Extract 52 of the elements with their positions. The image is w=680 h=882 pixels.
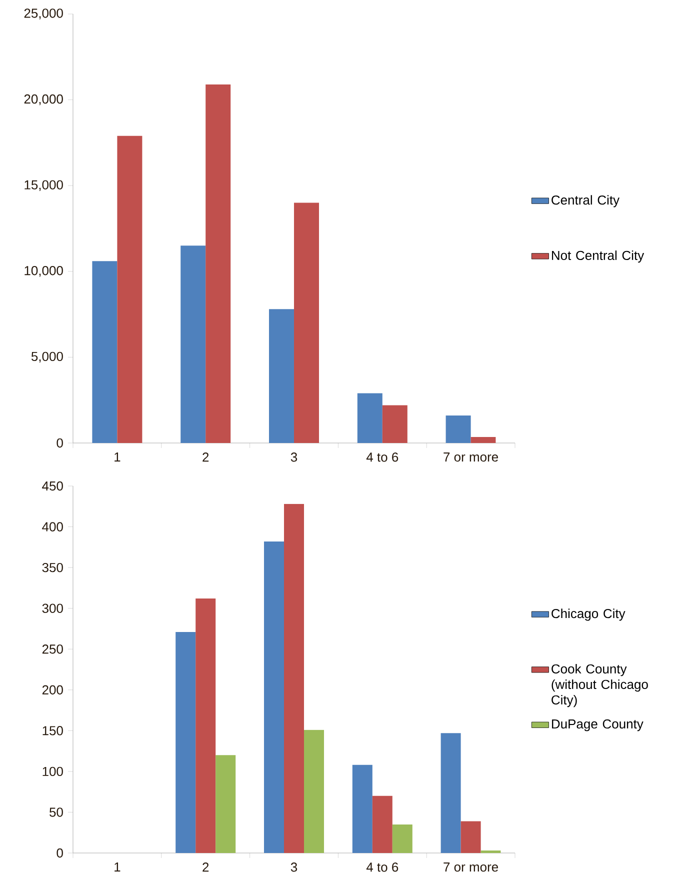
x-tick-label: 2	[202, 862, 209, 872]
bar	[284, 504, 304, 853]
bar	[117, 136, 142, 443]
x-tick-label: 7 or more	[444, 862, 498, 872]
bar	[352, 764, 372, 853]
bar	[268, 309, 294, 443]
y-tick-label: 10,000	[24, 266, 63, 277]
legend-label: Not Central City	[552, 250, 644, 263]
x-tick-label: 3	[290, 862, 298, 872]
y-tick-label: 150	[42, 726, 63, 736]
bar	[294, 202, 319, 443]
bar	[304, 730, 324, 853]
legend-label: Central City	[552, 195, 620, 208]
y-tick-label: 300	[42, 604, 63, 613]
y-tick-label: 100	[42, 766, 63, 776]
bar	[446, 416, 471, 443]
x-tick-label: 1	[114, 862, 120, 872]
bar	[196, 598, 216, 853]
bar	[440, 733, 461, 853]
bar	[470, 436, 496, 443]
y-tick-label: 25,000	[24, 8, 63, 20]
x-tick-label: 7 or more	[444, 452, 498, 462]
y-tick-label: 0	[56, 438, 63, 448]
x-tick-label: 4 to 6	[366, 452, 398, 462]
bar	[180, 246, 206, 443]
bar	[92, 261, 118, 443]
y-tick-label: 400	[42, 522, 63, 532]
legend-label: DuPage County	[552, 719, 644, 732]
y-tick-label: 0	[56, 848, 63, 858]
y-tick-label: 250	[42, 644, 63, 654]
x-tick-label: 4 to 6	[366, 862, 398, 872]
bar	[460, 821, 481, 853]
legend-label: Cook County (without Chicago City)	[552, 664, 648, 708]
x-tick-label: 2	[202, 452, 209, 462]
bar	[216, 755, 236, 853]
x-tick-label: 3	[290, 452, 298, 462]
bar	[206, 84, 231, 443]
bar	[392, 824, 412, 853]
legend-label: Chicago City	[552, 608, 626, 621]
x-tick-label: 1	[114, 452, 120, 462]
bar	[357, 393, 382, 443]
bar	[382, 405, 408, 443]
y-tick-label: 50	[50, 808, 63, 817]
bar	[264, 541, 284, 853]
y-tick-label: 5,000	[31, 352, 63, 363]
bar	[176, 632, 196, 853]
y-tick-label: 20,000	[24, 94, 63, 106]
y-tick-label: 350	[42, 562, 63, 572]
y-tick-label: 15,000	[24, 180, 63, 191]
bar	[372, 796, 392, 853]
y-tick-label: 200	[42, 685, 63, 694]
y-tick-label: 450	[42, 481, 63, 491]
